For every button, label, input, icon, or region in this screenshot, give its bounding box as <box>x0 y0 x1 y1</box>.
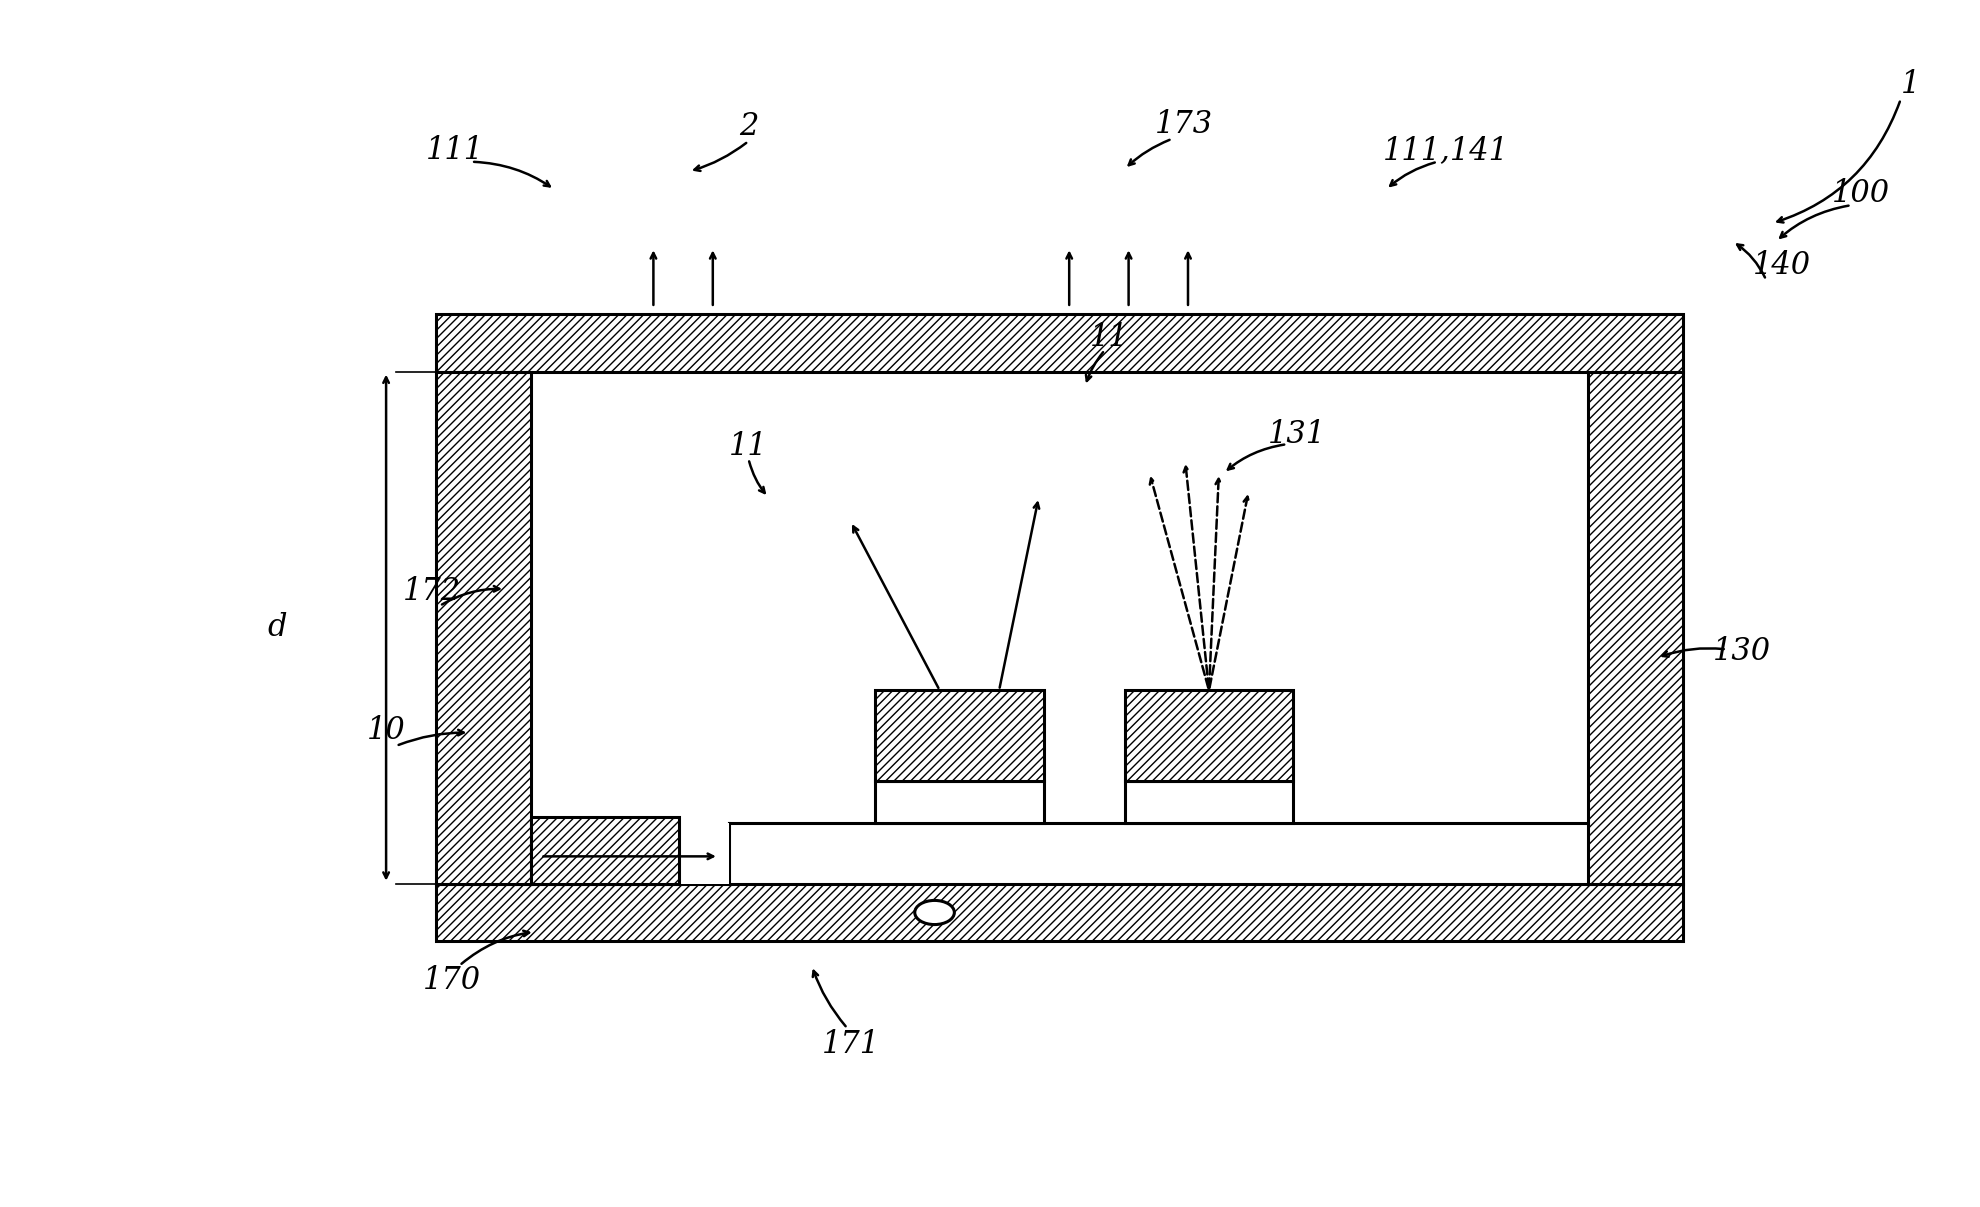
Text: 2: 2 <box>739 111 758 142</box>
Text: 11: 11 <box>729 431 768 462</box>
Bar <box>531 372 1588 884</box>
Bar <box>436 314 1683 372</box>
Text: 111,141: 111,141 <box>1382 135 1509 167</box>
Bar <box>531 817 679 884</box>
Text: 111: 111 <box>426 135 485 167</box>
Text: 140: 140 <box>1752 250 1812 281</box>
Bar <box>1125 690 1293 781</box>
Bar <box>875 781 1043 823</box>
Text: 170: 170 <box>422 964 481 996</box>
Text: 131: 131 <box>1267 419 1327 450</box>
Bar <box>1588 372 1683 884</box>
Bar <box>679 823 729 884</box>
Bar <box>1125 781 1293 823</box>
Text: d: d <box>267 612 287 643</box>
Bar <box>436 372 531 884</box>
Text: 173: 173 <box>1154 109 1214 140</box>
Text: 1: 1 <box>1901 69 1921 100</box>
Circle shape <box>915 900 954 925</box>
Text: 172: 172 <box>402 576 461 607</box>
Text: 10: 10 <box>366 715 406 746</box>
Text: 171: 171 <box>822 1028 881 1060</box>
Text: 100: 100 <box>1832 177 1891 209</box>
Text: 11: 11 <box>1089 322 1129 354</box>
Text: 130: 130 <box>1713 636 1772 667</box>
Bar <box>436 884 1683 941</box>
Bar <box>875 690 1043 781</box>
